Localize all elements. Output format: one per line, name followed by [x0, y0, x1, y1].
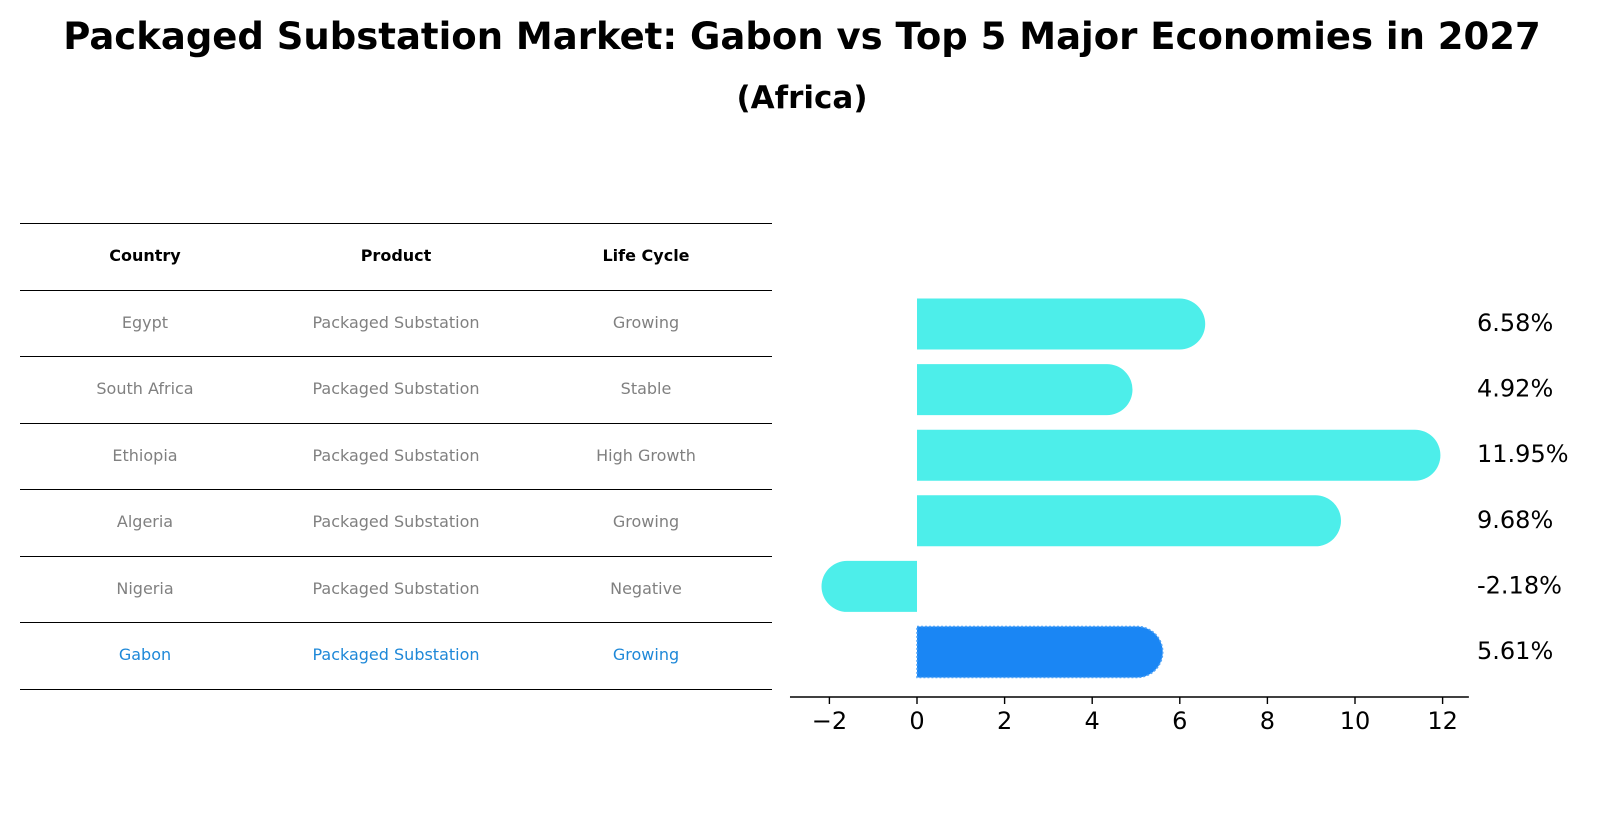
bar-algeria [917, 495, 1341, 547]
table-cell: Stable [620, 379, 672, 399]
table-cell: Packaged Substation [312, 312, 480, 332]
table-cell: Egypt [121, 312, 169, 332]
table-cell: Gabon [118, 645, 172, 665]
table-rule [20, 688, 772, 690]
table-header-cell: Life Cycle [602, 246, 690, 266]
x-tick-label: 2 [997, 707, 1012, 735]
table-rule [20, 356, 772, 357]
bar-value-label: -2.18% [1477, 571, 1562, 599]
bar-value-label: 9.68% [1477, 506, 1553, 534]
table-cell: Growing [612, 512, 680, 532]
table-cell: Negative [610, 578, 682, 598]
table-cell: Growing [612, 645, 680, 665]
table-cell: Ethiopia [112, 445, 178, 465]
x-tick-label: 10 [1340, 707, 1371, 735]
table-cell: Packaged Substation [312, 645, 480, 665]
bar-ethiopia [917, 429, 1441, 481]
bar-south-africa [917, 364, 1133, 416]
chart-subtitle: (Africa) [736, 80, 868, 116]
table-rule [20, 489, 772, 490]
bar-value-label: 6.58% [1477, 309, 1553, 337]
table-rule [20, 622, 772, 623]
table-rule [20, 223, 772, 224]
x-tick-label: 4 [1085, 707, 1100, 735]
table-cell: Growing [612, 312, 680, 332]
x-tick-label: 12 [1427, 707, 1458, 735]
chart-title: Packaged Substation Market: Gabon vs Top… [63, 15, 1541, 58]
x-tick-label: 8 [1260, 707, 1275, 735]
bar-value-label: 4.92% [1477, 375, 1553, 403]
table-cell: Nigeria [116, 578, 174, 598]
table-header-cell: Country [109, 246, 181, 266]
bar-nigeria [821, 560, 917, 612]
table-cell: Packaged Substation [312, 379, 480, 399]
x-tick-label: 0 [909, 707, 924, 735]
bar-value-label: 11.95% [1477, 440, 1569, 468]
bar-gabon [916, 625, 1164, 679]
table-rule [20, 555, 772, 557]
table-cell: South Africa [96, 379, 194, 399]
bar-egypt [917, 298, 1206, 350]
table-rule [20, 289, 772, 291]
table-cell: Packaged Substation [312, 445, 480, 465]
table-cell: Algeria [116, 512, 174, 532]
x-tick-label: −2 [812, 707, 847, 735]
bar-value-label: 5.61% [1477, 637, 1553, 665]
table-cell: Packaged Substation [312, 578, 480, 598]
table-rule [20, 422, 772, 424]
table-cell: High Growth [596, 445, 696, 465]
table-cell: Packaged Substation [312, 512, 480, 532]
x-tick-label: 6 [1172, 707, 1187, 735]
table-header-cell: Product [360, 246, 432, 266]
